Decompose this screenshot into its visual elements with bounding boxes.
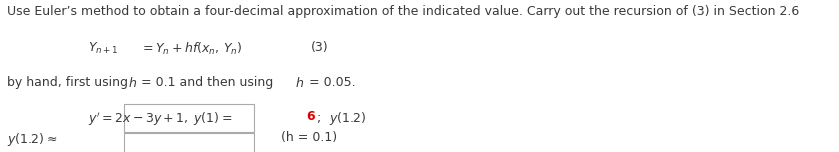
Text: (3): (3) bbox=[310, 41, 328, 54]
Text: $;\;\; y(1.2)$: $;\;\; y(1.2)$ bbox=[316, 110, 367, 127]
Bar bbox=[124, 133, 254, 152]
Bar bbox=[124, 104, 254, 132]
Text: $y' = 2x - 3y + 1,\; y(1) =$: $y' = 2x - 3y + 1,\; y(1) =$ bbox=[88, 110, 232, 128]
Text: $= Y_n + hf(x_n,\, Y_n)$: $= Y_n + hf(x_n,\, Y_n)$ bbox=[140, 41, 242, 57]
Text: = 0.1 and then using: = 0.1 and then using bbox=[137, 76, 277, 89]
Text: by hand, first using: by hand, first using bbox=[7, 76, 132, 89]
Text: $h$: $h$ bbox=[128, 76, 137, 90]
Text: Use Euler’s method to obtain a four-decimal approximation of the indicated value: Use Euler’s method to obtain a four-deci… bbox=[7, 5, 799, 18]
Text: (h = 0.1): (h = 0.1) bbox=[281, 131, 337, 144]
Text: $h$: $h$ bbox=[295, 76, 305, 90]
Text: $Y_{n+1}$: $Y_{n+1}$ bbox=[88, 41, 119, 56]
Text: = 0.05.: = 0.05. bbox=[305, 76, 355, 89]
Text: $\mathbf{6}$: $\mathbf{6}$ bbox=[306, 110, 316, 123]
Text: $y(1.2)\approx$: $y(1.2)\approx$ bbox=[7, 131, 57, 148]
